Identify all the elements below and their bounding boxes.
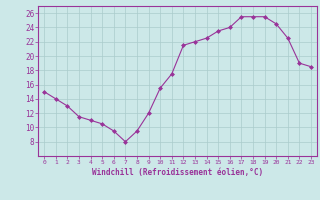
X-axis label: Windchill (Refroidissement éolien,°C): Windchill (Refroidissement éolien,°C) <box>92 168 263 177</box>
